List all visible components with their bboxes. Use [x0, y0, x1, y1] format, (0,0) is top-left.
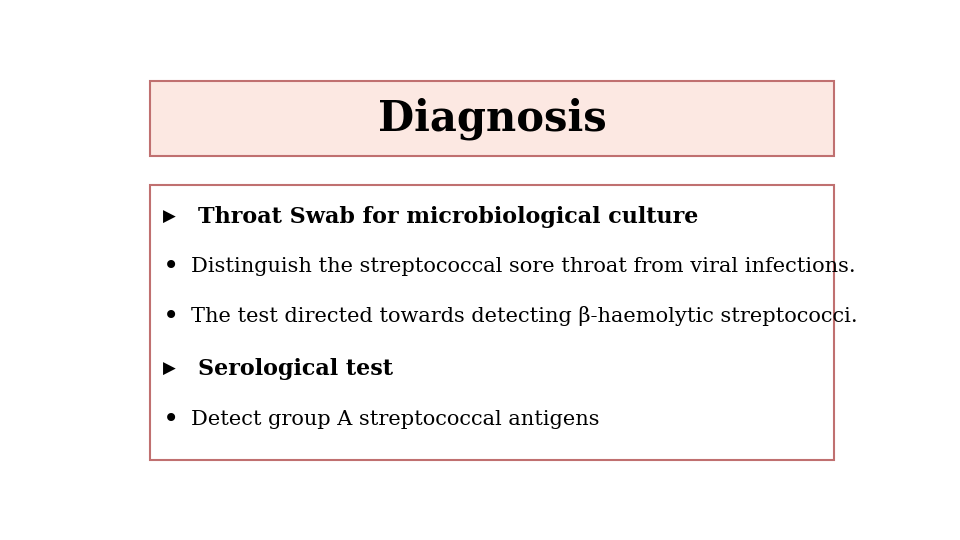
- Text: Distinguish the streptococcal sore throat from viral infections.: Distinguish the streptococcal sore throa…: [191, 257, 855, 276]
- FancyBboxPatch shape: [150, 185, 834, 460]
- Text: The test directed towards detecting β-haemolytic streptococci.: The test directed towards detecting β-ha…: [191, 306, 857, 326]
- Text: Serological test: Serological test: [198, 358, 394, 380]
- Text: Diagnosis: Diagnosis: [377, 98, 607, 140]
- Text: Detect group A streptococcal antigens: Detect group A streptococcal antigens: [191, 409, 599, 429]
- Text: ▶: ▶: [163, 360, 176, 378]
- Text: •: •: [163, 253, 180, 280]
- Text: •: •: [163, 302, 180, 330]
- Text: ▶: ▶: [163, 207, 176, 226]
- Text: Throat Swab for microbiological culture: Throat Swab for microbiological culture: [198, 206, 699, 227]
- Text: •: •: [163, 405, 180, 433]
- FancyBboxPatch shape: [150, 82, 834, 156]
